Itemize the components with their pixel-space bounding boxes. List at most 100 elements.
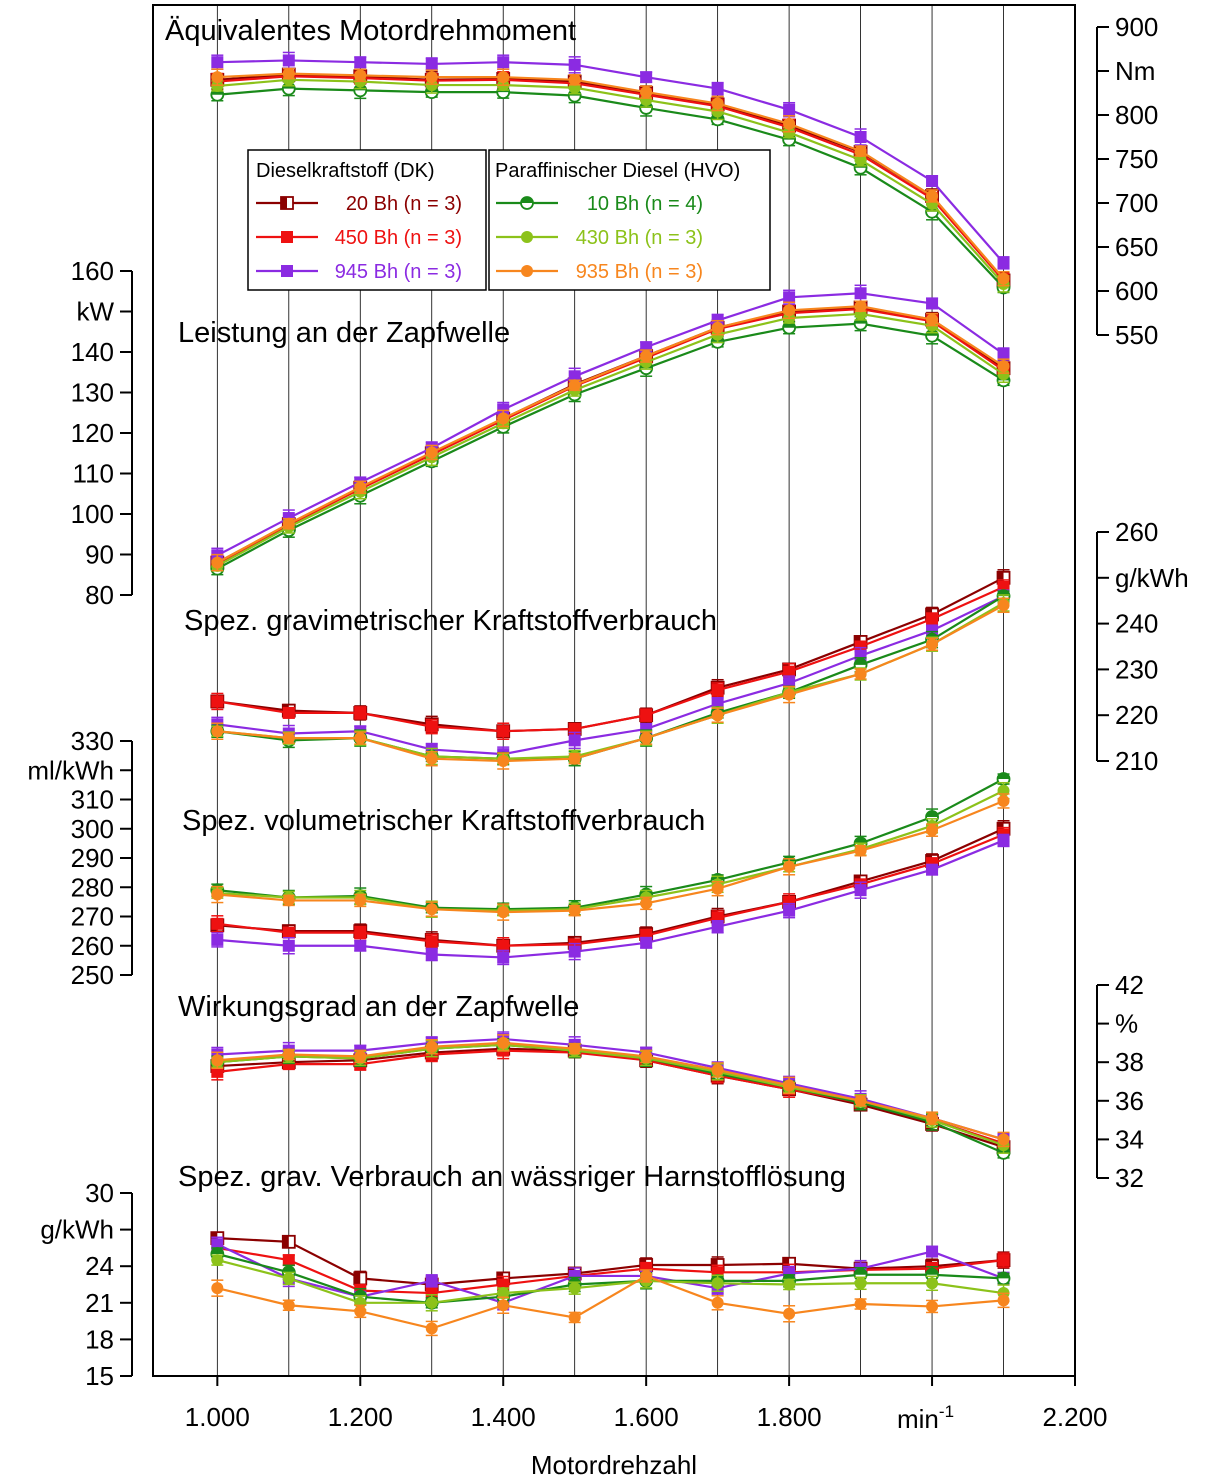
series-hvo935 [211, 1034, 1010, 1148]
data-point [783, 1079, 796, 1092]
panel-title: Leistung an der Zapfwelle [178, 317, 510, 349]
data-point [211, 1054, 224, 1067]
data-point-fill [211, 1232, 218, 1245]
x-axis-title: Motordrehzahl [531, 1450, 697, 1479]
series-line [217, 72, 1005, 280]
y-tick-label: 110 [73, 459, 114, 489]
data-point [425, 57, 438, 70]
data-point-fill [926, 811, 939, 818]
data-point [497, 1287, 510, 1300]
data-point [711, 684, 724, 697]
series-hvo935 [211, 1269, 1010, 1337]
legend-box-hvo [488, 149, 771, 291]
data-point [783, 688, 796, 701]
data-point [997, 348, 1010, 361]
series-dk945 [211, 833, 1010, 966]
data-point [926, 297, 939, 310]
series-line [217, 87, 1005, 289]
data-point [997, 1133, 1010, 1146]
y-tick-label: 650 [1115, 232, 1158, 262]
data-point [281, 265, 293, 277]
series-dk450 [211, 579, 1010, 740]
data-point [997, 1254, 1010, 1267]
data-point [354, 1050, 367, 1063]
series-hvo935 [211, 597, 1010, 770]
data-point [497, 56, 510, 69]
series-line [217, 799, 1004, 914]
y-unit-label: g/kWh [1115, 563, 1189, 593]
data-point [711, 97, 724, 110]
legend-item-hvo10: 10 Bh (n = 4) [496, 193, 703, 215]
series-line [217, 59, 1005, 264]
data-point [640, 71, 653, 84]
y-tick-label: 21 [85, 1288, 114, 1318]
data-point [497, 412, 510, 425]
y-tick-label: 18 [85, 1324, 114, 1354]
y-tick-label: 80 [85, 580, 114, 610]
data-point [425, 1322, 438, 1335]
panel-title: Äquivalentes Motordrehmoment [165, 15, 576, 47]
data-point [926, 613, 939, 626]
chart-panels: Äquivalentes Motordrehmoment 550 600 650 700… [27, 12, 1188, 1391]
series-line [217, 827, 1004, 947]
data-point [640, 350, 653, 363]
data-point [497, 1036, 510, 1049]
data-point [497, 403, 510, 416]
x-tick-label: 2.200 [1042, 1402, 1107, 1432]
data-point [926, 638, 939, 651]
data-point [854, 131, 867, 143]
data-point [425, 1296, 438, 1309]
data-point [997, 272, 1010, 285]
y-tick-label: 30 [85, 1178, 114, 1208]
data-point-fill [354, 1272, 361, 1285]
series-line [217, 1037, 1004, 1141]
data-point [711, 709, 724, 722]
series-line [217, 1274, 1004, 1330]
y-tick-label: 220 [1115, 700, 1158, 730]
data-point-fill [282, 1235, 289, 1248]
y-tick-label: 260 [71, 931, 114, 961]
panel-3: Spez. gravimetrischer Kraftstoffverbrauc… [184, 517, 1189, 776]
data-point-fill [854, 837, 867, 844]
y-tick-label: 24 [85, 1251, 114, 1281]
data-point [568, 734, 581, 747]
series-hvo935 [211, 300, 1010, 572]
data-point [711, 1063, 724, 1076]
data-point [282, 894, 295, 907]
series-line [217, 839, 1004, 959]
y-tick-label: 280 [71, 872, 114, 902]
data-point [926, 824, 939, 837]
data-point [783, 117, 796, 130]
data-point [425, 720, 438, 733]
legend-label: 430 Bh (n = 3) [576, 227, 703, 249]
data-point [640, 1050, 653, 1063]
y-tick-label: 34 [1115, 1124, 1144, 1154]
data-point-fill [281, 197, 287, 209]
series-line [217, 1259, 1004, 1304]
legend-dk-heading: Dieselkraftstoff (DK) [256, 160, 435, 182]
y-tick-label: 330 [71, 726, 114, 756]
panel-title: Spez. grav. Verbrauch an wässriger Harns… [178, 1161, 846, 1193]
y-tick-label: 140 [71, 337, 114, 367]
data-point [282, 517, 295, 530]
series-line [217, 1252, 1004, 1304]
y-tick-label: 210 [1115, 746, 1158, 776]
data-point [640, 709, 653, 722]
data-point [568, 379, 581, 392]
data-point [854, 145, 867, 158]
y-unit-label: Nm [1115, 56, 1155, 86]
legend-item-hvo430: 430 Bh (n = 3) [496, 227, 703, 249]
chart-legend: Dieselkraftstoff (DK) Paraffinischer Die… [247, 149, 771, 291]
series-line [217, 778, 1005, 911]
data-point [211, 917, 224, 930]
data-point [282, 1254, 295, 1267]
data-point [640, 86, 653, 99]
data-point [211, 56, 224, 69]
data-point [521, 231, 533, 243]
y-tick-label: 800 [1115, 100, 1158, 130]
data-point [926, 175, 939, 187]
series-line [216, 307, 1005, 565]
data-point [425, 752, 438, 765]
data-point [354, 939, 367, 952]
